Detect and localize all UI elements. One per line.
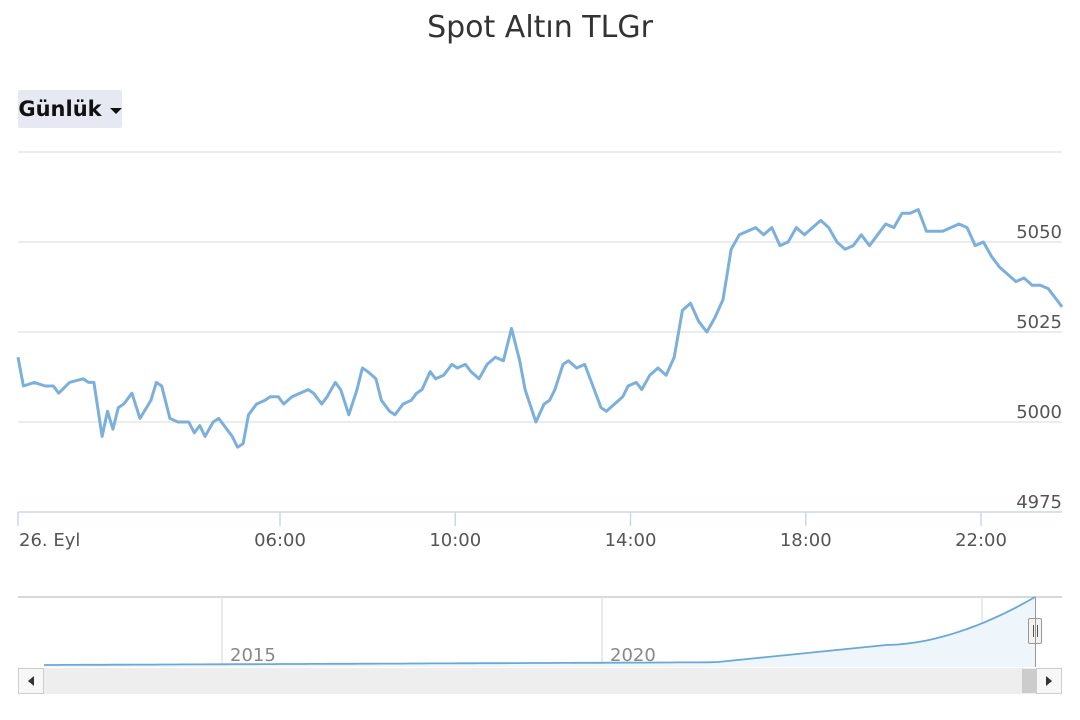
scrollbar-thumb[interactable]: [1022, 669, 1036, 693]
navigator-tick-label: 2015: [230, 645, 276, 666]
x-tick-label: 22:00: [955, 530, 1007, 551]
x-tick-label: 06:00: [254, 530, 306, 551]
navigator-selection-edge: [1035, 597, 1036, 667]
grid-lines: [18, 151, 1062, 513]
chart-title: Spot Altın TLGr: [427, 10, 653, 45]
arrow-left-icon: [28, 676, 34, 686]
navigator: 2015 2020 2025: [18, 596, 1062, 668]
y-tick-label: 4975: [1016, 492, 1062, 513]
range-selector-dropdown[interactable]: Günlük: [18, 90, 122, 128]
y-tick-label: 5050: [1016, 222, 1062, 243]
navigator-area: [44, 597, 1035, 667]
scroll-left-button[interactable]: [18, 668, 44, 694]
series-line-spot-gold: [16, 208, 1064, 449]
arrow-right-icon: [1046, 676, 1052, 686]
grip-icon: [1032, 625, 1038, 637]
x-tick-label: 18:00: [780, 530, 832, 551]
y-axis: 4975 5000 5025 5050: [1016, 222, 1062, 513]
x-axis: 26. Eyl 06:00 10:00 14:00 18:00 22:00: [17, 512, 1007, 551]
navigator-tick-label: 2025: [990, 645, 1036, 666]
y-tick-label: 5025: [1016, 312, 1062, 333]
y-tick-label: 5000: [1016, 402, 1062, 423]
caret-down-icon: [109, 107, 122, 114]
navigator-line: [44, 596, 1036, 666]
x-tick-label: 14:00: [605, 530, 657, 551]
navigator-tick-label: 2020: [610, 645, 656, 666]
x-tick-label: 10:00: [429, 530, 481, 551]
range-selector-label: Günlük: [18, 97, 102, 121]
scrollbar[interactable]: [18, 668, 1062, 694]
x-tick-label: 26. Eyl: [19, 530, 80, 551]
scroll-right-button[interactable]: [1036, 668, 1062, 694]
navigator-grid: 2015 2020 2025: [221, 597, 1036, 667]
